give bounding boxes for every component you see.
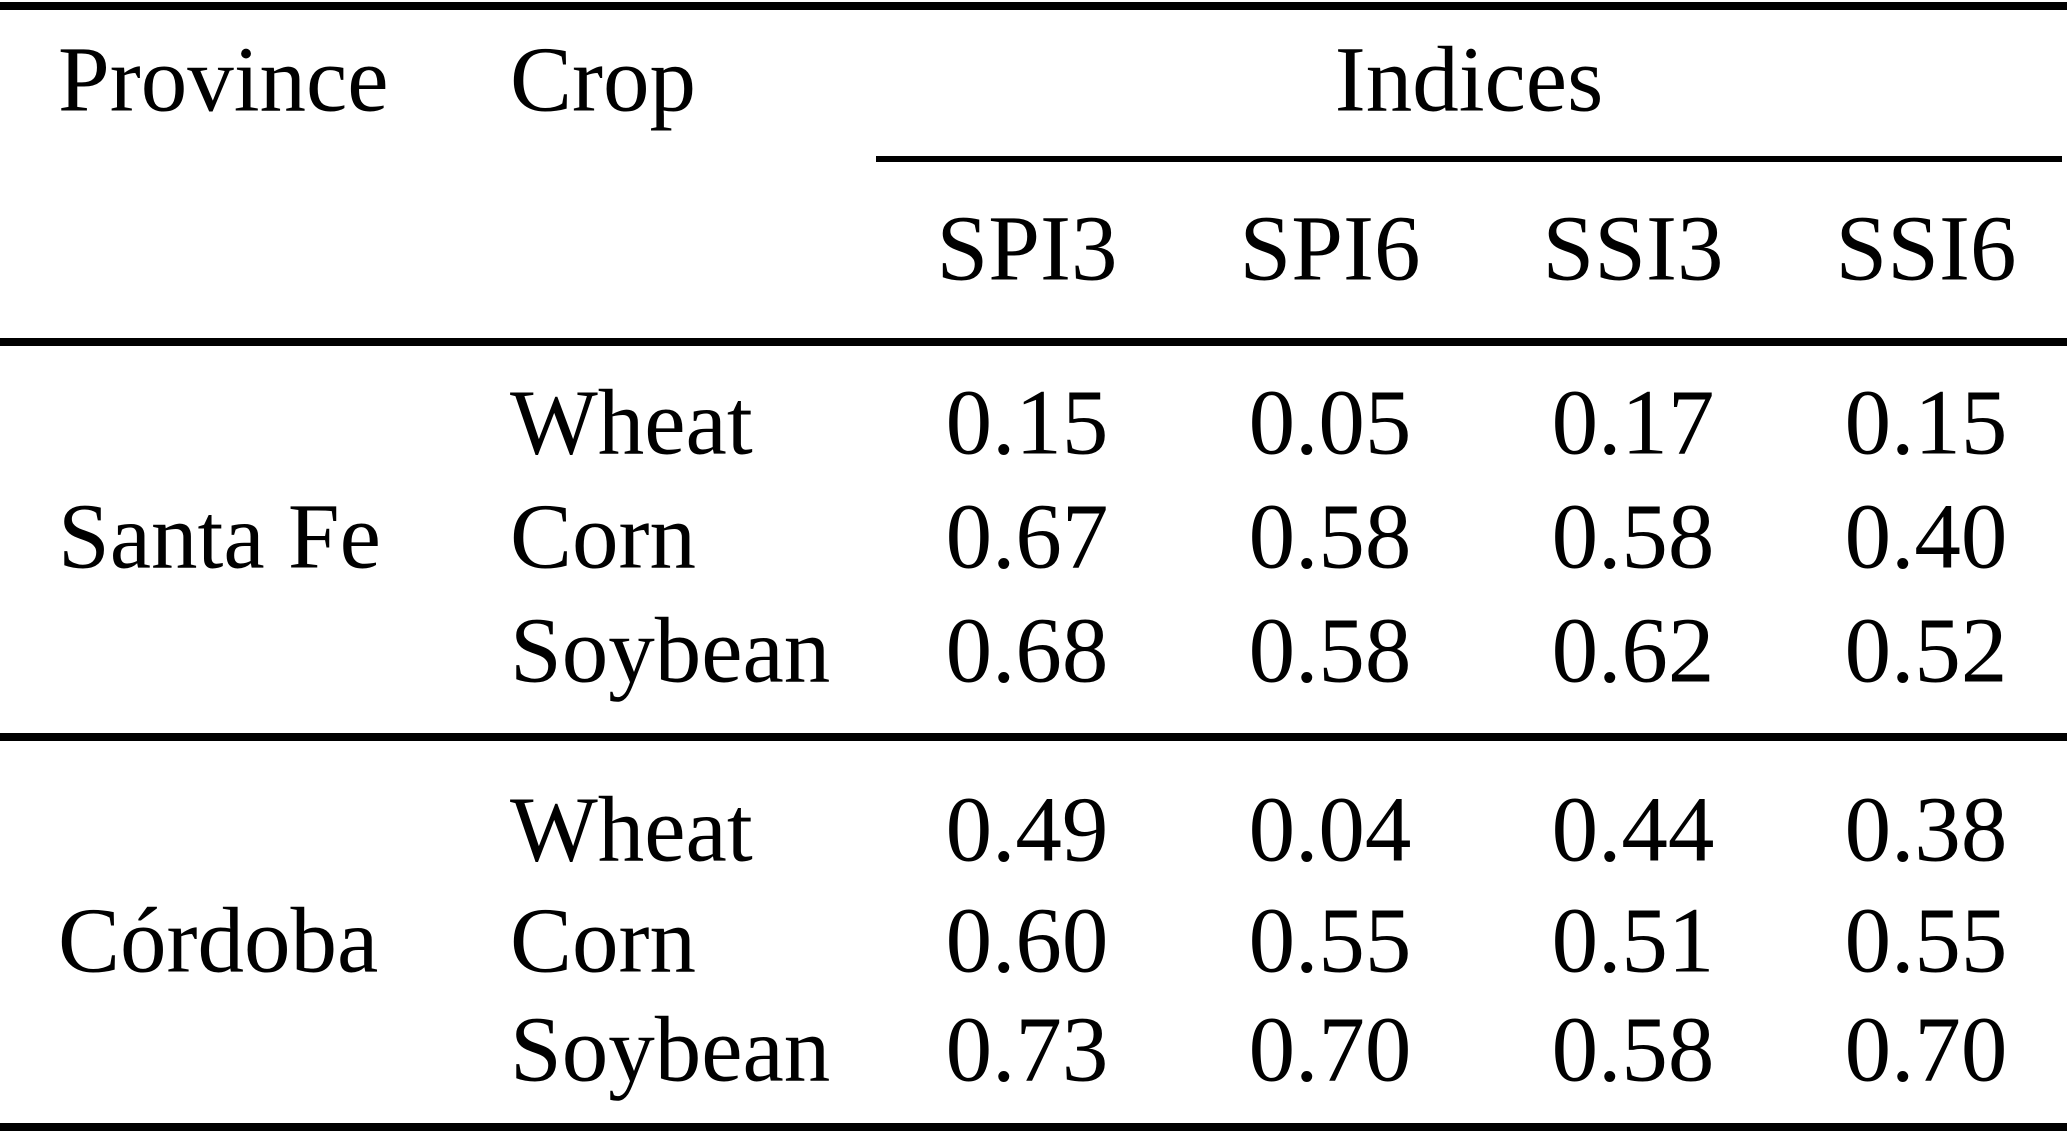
value-cell: 0.68 [945,599,1109,703]
value-cell: 0.70 [1844,998,2008,1102]
value-cell: 0.17 [1551,371,1715,475]
crop-label: Soybean [510,599,831,703]
crop-label: Corn [510,485,696,589]
province-label-santa-fe: Santa Fe [58,485,381,589]
value-cell: 0.55 [1248,889,1412,993]
column-header-province: Province [58,28,389,132]
column-header-ssi6: SSI6 [1835,197,2017,301]
value-cell: 0.55 [1844,889,2008,993]
crop-label: Soybean [510,998,831,1102]
value-cell: 0.58 [1551,485,1715,589]
value-cell: 0.04 [1248,778,1412,882]
province-label-cordoba: Córdoba [58,889,379,993]
value-cell: 0.67 [945,485,1109,589]
indices-group-rule [876,156,2062,162]
value-cell: 0.05 [1248,371,1412,475]
column-header-ssi3: SSI3 [1542,197,1724,301]
value-cell: 0.51 [1551,889,1715,993]
table-bottom-rule [0,1123,2067,1131]
value-cell: 0.62 [1551,599,1715,703]
crop-label: Wheat [510,371,753,475]
section-divider-rule [0,733,2067,741]
column-header-spi6: SPI6 [1239,197,1421,301]
value-cell: 0.73 [945,998,1109,1102]
value-cell: 0.52 [1844,599,2008,703]
value-cell: 0.49 [945,778,1109,882]
crop-label: Wheat [510,778,753,882]
value-cell: 0.58 [1248,485,1412,589]
value-cell: 0.58 [1248,599,1412,703]
value-cell: 0.40 [1844,485,2008,589]
value-cell: 0.15 [1844,371,2008,475]
column-header-crop: Crop [510,28,696,132]
value-cell: 0.58 [1551,998,1715,1102]
header-bottom-rule [0,338,2067,346]
value-cell: 0.15 [945,371,1109,475]
value-cell: 0.44 [1551,778,1715,882]
value-cell: 0.70 [1248,998,1412,1102]
value-cell: 0.38 [1844,778,2008,882]
value-cell: 0.60 [945,889,1109,993]
crop-label: Corn [510,889,696,993]
table-top-rule [0,2,2067,10]
column-header-spi3: SPI3 [936,197,1118,301]
column-group-header-indices: Indices [1334,28,1604,132]
